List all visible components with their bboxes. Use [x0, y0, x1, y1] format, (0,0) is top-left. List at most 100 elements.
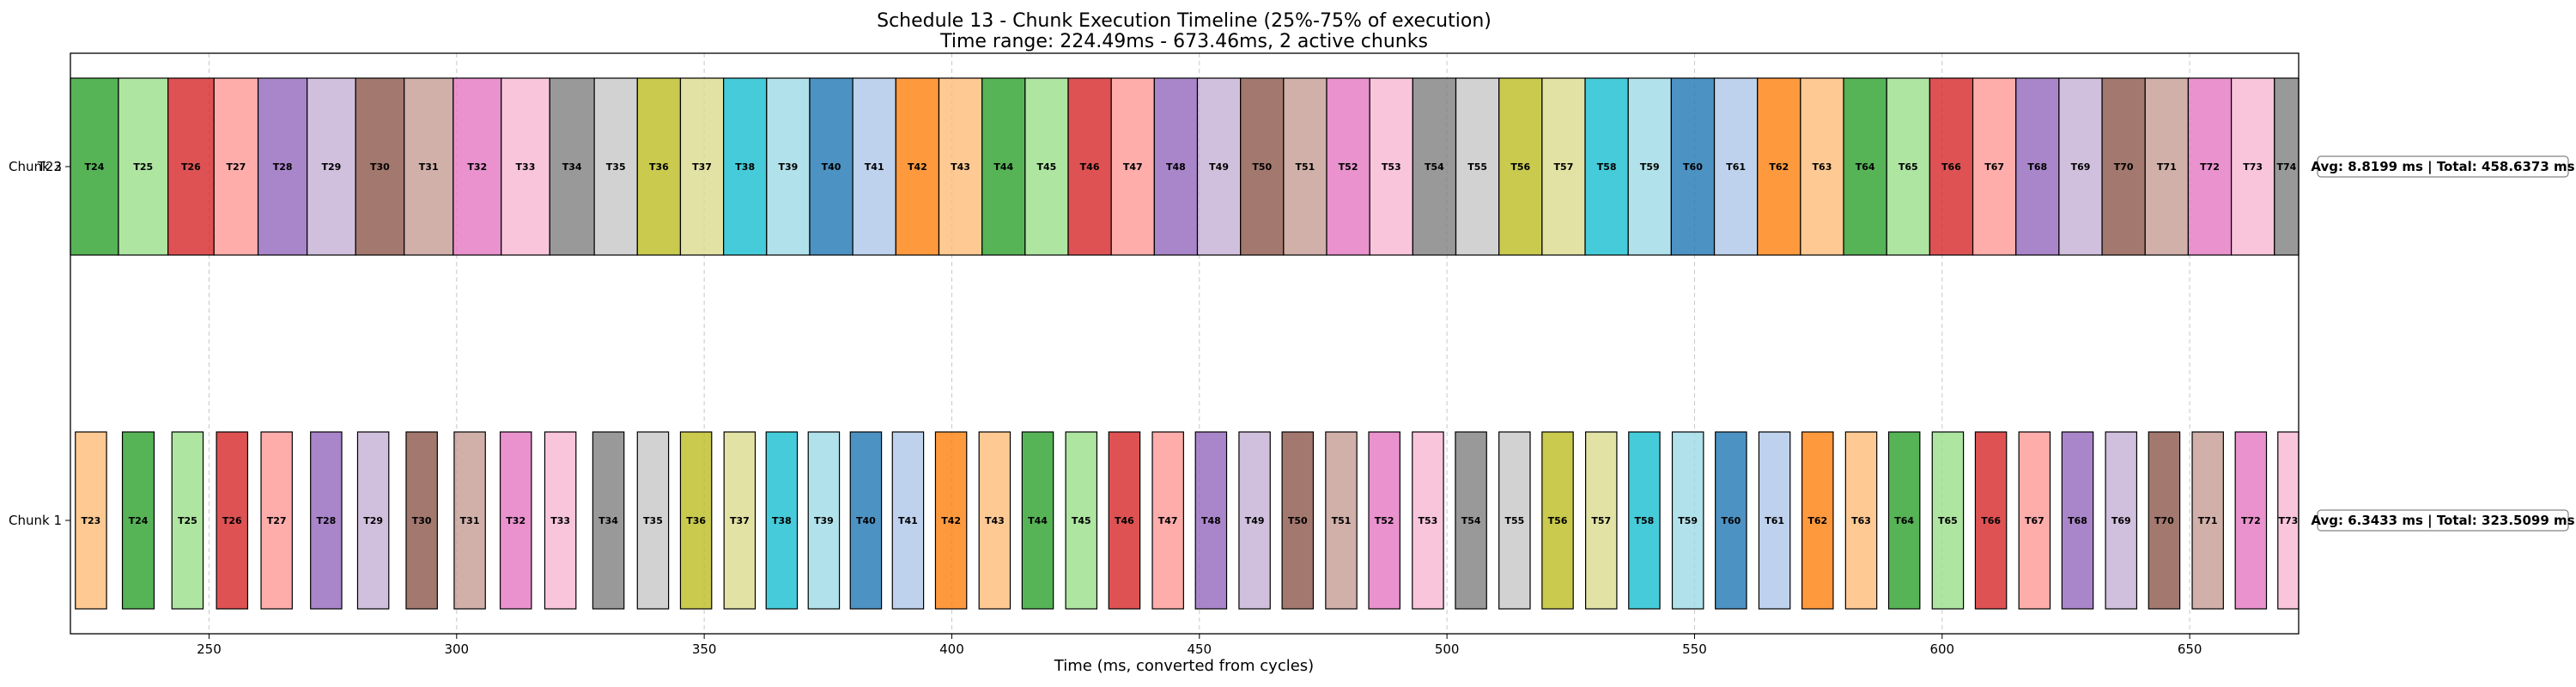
task-bar: [1715, 431, 1747, 610]
task-label: T24: [85, 161, 105, 173]
task-label: T53: [1419, 515, 1438, 526]
task-label: T34: [562, 161, 582, 173]
y-tick-label: Chunk 2: [9, 159, 62, 174]
task-bar: [1584, 77, 1629, 256]
task-label: T46: [1115, 515, 1134, 526]
task-label: T44: [1028, 515, 1048, 526]
task-bar: [2105, 431, 2138, 610]
task-bar: [1151, 431, 1184, 610]
annotation-box: [2317, 155, 2569, 178]
task-label: T56: [1548, 515, 1568, 526]
task-label: T48: [1201, 515, 1221, 526]
task-bar: [216, 431, 249, 610]
task-label: T51: [1332, 515, 1352, 526]
task-bar: [2277, 431, 2300, 610]
chart-subtitle: Time range: 224.49ms - 673.46ms, 2 activ…: [939, 31, 1428, 52]
task-label: T70: [2114, 161, 2134, 173]
task-bar: [2187, 77, 2233, 256]
task-label: T37: [692, 161, 712, 173]
task-label: T25: [178, 515, 197, 526]
task-label: T34: [598, 515, 618, 526]
task-label: T73: [2243, 161, 2263, 173]
x-axis-label: Time (ms, converted from cycles): [1054, 657, 1314, 675]
task-bar: [1110, 77, 1155, 256]
task-bar: [1194, 431, 1228, 610]
task-bar: [849, 431, 883, 610]
task-bar: [2058, 77, 2103, 256]
task-bar: [934, 431, 968, 610]
task-bar: [121, 431, 155, 610]
task-bar: [1065, 431, 1098, 610]
task-label: T59: [1640, 161, 1660, 173]
task-bar: [453, 431, 486, 610]
task-label: T31: [419, 161, 439, 173]
task-label: T64: [1856, 161, 1875, 173]
task-bar: [1800, 77, 1844, 256]
task-bar: [260, 431, 293, 610]
task-label: T56: [1510, 161, 1530, 173]
task-label: T69: [2111, 515, 2131, 526]
task-label: T36: [649, 161, 669, 173]
task-bar: [593, 77, 638, 256]
task-bar: [1368, 431, 1400, 610]
task-bar: [891, 431, 925, 610]
task-label: T38: [772, 515, 792, 526]
task-label: T69: [2071, 161, 2091, 173]
task-label: T67: [1984, 161, 2004, 173]
task-bar: [723, 431, 756, 610]
task-label: T39: [814, 515, 834, 526]
task-bar: [171, 431, 204, 610]
row-annotations: Avg: 8.8199 ms | Total: 458.6373 ms Avg: …: [2311, 155, 2575, 532]
task-bar: [2230, 77, 2275, 256]
task-bar: [1455, 431, 1487, 610]
task-label: T35: [643, 515, 663, 526]
task-label: T33: [550, 515, 570, 526]
x-tick-label: 250: [197, 641, 222, 657]
task-bar: [75, 431, 107, 610]
x-tick-label: 500: [1435, 641, 1460, 657]
task-label: T68: [2068, 515, 2087, 526]
task-label: T32: [467, 161, 487, 173]
task-bar: [1021, 431, 1054, 610]
task-bar: [1283, 77, 1327, 256]
task-bar: [453, 77, 502, 256]
task-bar: [544, 431, 577, 610]
task-label: T52: [1375, 515, 1394, 526]
task-label: T47: [1158, 515, 1178, 526]
task-bar: [1541, 431, 1574, 610]
task-bar: [1240, 77, 1285, 256]
task-label: T51: [1296, 161, 1315, 173]
task-label: T55: [1504, 515, 1524, 526]
x-tick-label: 300: [444, 641, 469, 657]
task-bar: [1713, 77, 1759, 256]
task-label: T37: [730, 515, 750, 526]
task-label: T23: [82, 515, 101, 526]
task-label: T24: [129, 515, 149, 526]
task-label: T62: [1807, 515, 1827, 526]
task-bar: [1325, 431, 1358, 610]
task-label: T50: [1288, 515, 1308, 526]
x-tick-label: 400: [939, 641, 964, 657]
task-label: T57: [1591, 515, 1611, 526]
task-label: T36: [686, 515, 706, 526]
task-label: T71: [2157, 161, 2177, 173]
task-label: T38: [735, 161, 755, 173]
task-label: T40: [822, 161, 841, 173]
task-bar: [1196, 77, 1242, 256]
task-bar: [807, 431, 841, 610]
task-bar: [1801, 431, 1834, 610]
task-bar: [2148, 431, 2181, 610]
task-bar: [356, 431, 390, 610]
task-bar: [1412, 431, 1444, 610]
task-label: T43: [985, 515, 1005, 526]
task-label: T48: [1166, 161, 1186, 173]
task-bar: [1843, 77, 1887, 256]
task-bar: [1326, 77, 1370, 256]
x-tick-label: 600: [1929, 641, 1954, 657]
task-label: T61: [1726, 161, 1746, 173]
x-tick-label: 450: [1187, 641, 1212, 657]
task-label: T30: [370, 161, 390, 173]
task-label: T60: [1683, 161, 1703, 173]
task-label: T54: [1425, 161, 1444, 173]
task-bar: [1627, 77, 1672, 256]
